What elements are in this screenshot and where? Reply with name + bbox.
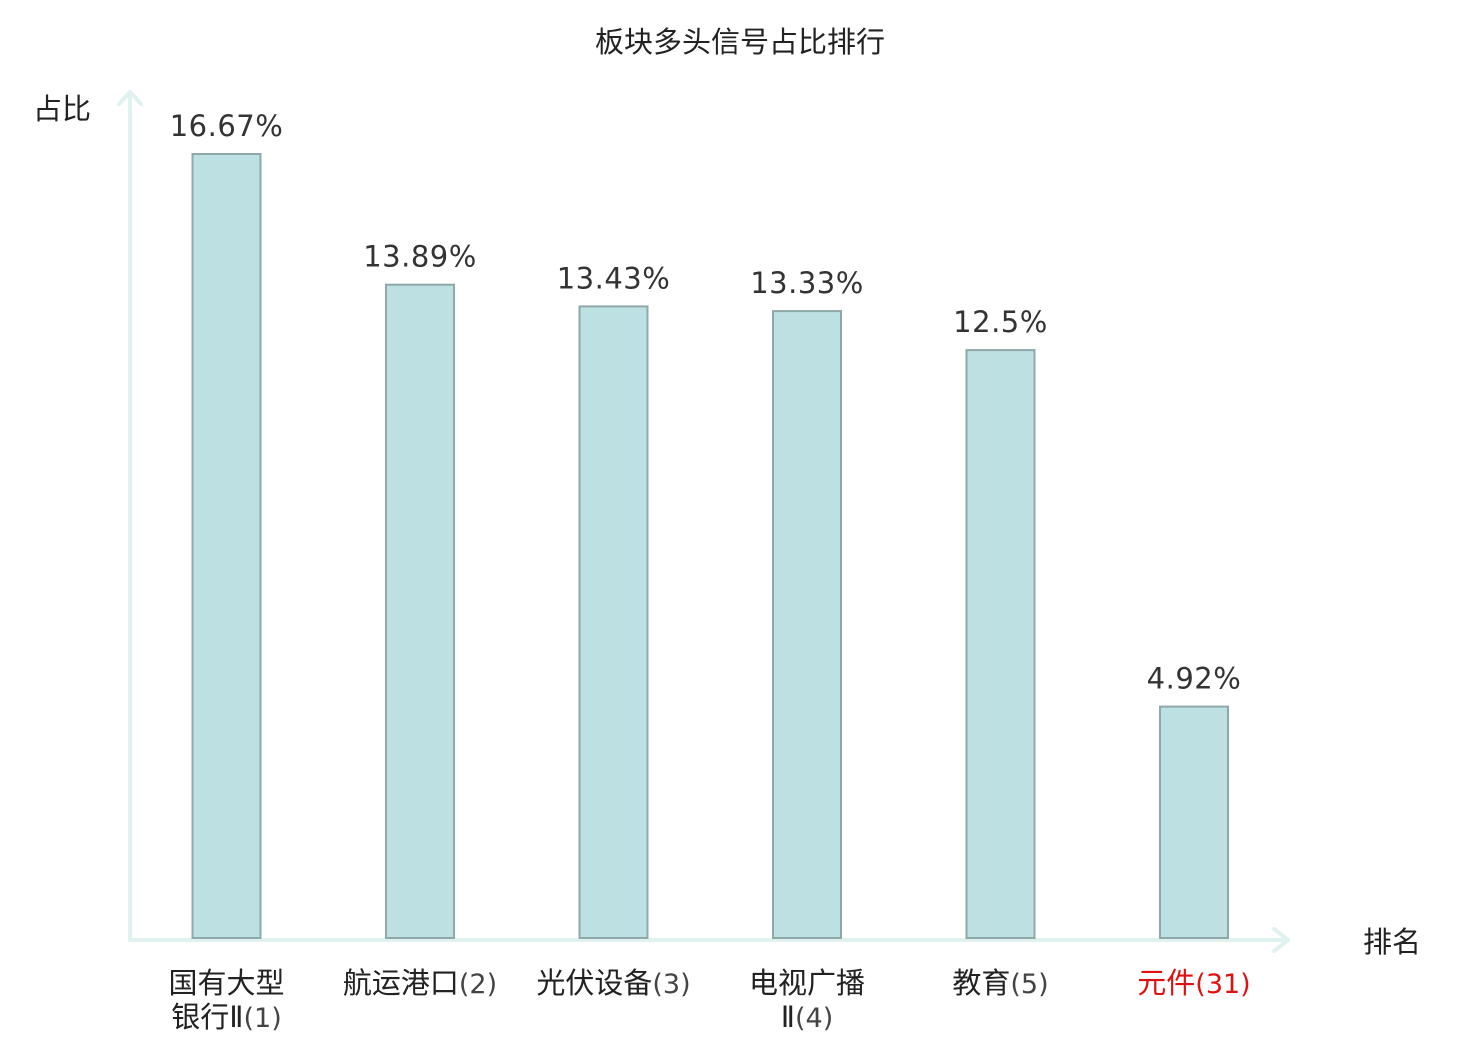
- data-label: 13.33%: [750, 266, 864, 300]
- value-labels: 16.67% 13.89% 13.43% 13.33% 12.5% 4.92%: [170, 109, 1242, 696]
- x-tick-label-line: 教育(5): [952, 966, 1048, 1000]
- bar: [191, 153, 262, 939]
- bar: [578, 305, 649, 939]
- bar: [965, 349, 1036, 940]
- x-tick-label-line: Ⅱ(4): [781, 1000, 834, 1034]
- y-axis: 占比: [33, 90, 143, 940]
- x-tick-label: 教育(5): [952, 966, 1048, 1000]
- x-tick-label-line: 光伏设备(3): [536, 966, 690, 1000]
- y-axis-label: 占比: [33, 92, 91, 126]
- data-label: 12.5%: [953, 305, 1048, 339]
- bar-series: [191, 153, 1229, 940]
- x-tick-label: 航运港口(2): [343, 966, 497, 1000]
- x-tick-label: 元件(31): [1137, 966, 1250, 1000]
- x-tick-label-line: 电视广播: [749, 966, 865, 1000]
- bar: [385, 283, 455, 939]
- x-axis-arrow-icon: [1272, 927, 1290, 953]
- y-axis-arrow-icon: [117, 90, 143, 106]
- x-axis-label: 排名: [1363, 925, 1421, 959]
- bar: [772, 310, 842, 940]
- chart-title: 板块多头信号占比排行: [595, 25, 885, 59]
- x-tick-label: 光伏设备(3): [536, 966, 690, 1000]
- x-axis: 排名: [128, 925, 1421, 959]
- x-tick-label-line: 航运港口(2): [343, 966, 497, 1000]
- data-label: 13.89%: [363, 240, 477, 274]
- data-label: 16.67%: [170, 109, 284, 143]
- x-tick-label-line: 银行Ⅱ(1): [171, 1000, 282, 1034]
- bar: [1159, 705, 1229, 939]
- x-tick-label-line: 国有大型: [168, 966, 284, 1000]
- data-label: 13.43%: [557, 261, 671, 295]
- x-tick-label-line: 元件(31): [1137, 966, 1250, 1000]
- data-label: 4.92%: [1147, 662, 1242, 696]
